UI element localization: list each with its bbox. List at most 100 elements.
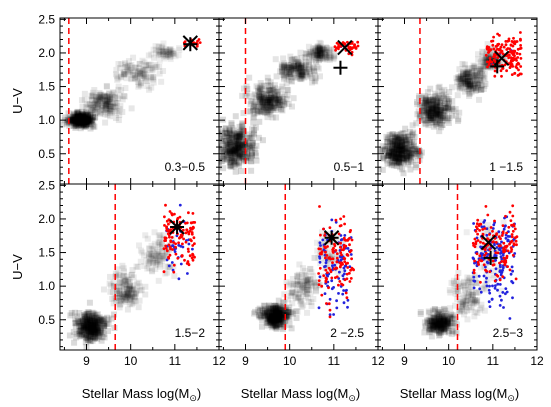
density-cell [269,100,276,107]
density-cell [331,253,338,260]
density-cell [272,305,279,312]
density-cell [437,319,444,326]
density-cell [315,279,322,286]
red-point [348,280,352,283]
density-cell [430,115,437,122]
density-cell [267,87,274,94]
density-cell [251,114,258,121]
density-cell [80,322,87,329]
red-point [319,251,323,255]
density-cell [436,322,443,329]
density-cell [90,114,97,121]
density-cell [270,320,277,327]
density-cell [444,95,451,102]
density-cell [219,163,222,170]
density-cell [147,65,154,72]
density-cell [156,244,163,251]
density-cell [422,324,429,331]
density-cell [86,327,93,334]
density-cell [267,313,274,320]
red-point [349,277,353,280]
density-cell [462,80,469,87]
density-cell [271,311,278,318]
blue-point [484,280,488,284]
density-cell [100,322,107,329]
density-cell [76,119,83,126]
density-cell [223,156,230,163]
density-cell [69,117,76,124]
density-cell [279,98,286,105]
density-cell [83,315,90,322]
density-cell [440,322,447,329]
density-cell [280,64,287,71]
density-cell [282,68,289,75]
density-cell [467,77,474,84]
blue-point [191,247,194,251]
density-cell [98,316,105,323]
density-cell [331,256,338,263]
density-cell [427,322,434,329]
density-cell [295,68,302,75]
density-cell [237,141,244,148]
blue-point [491,284,494,288]
density-cell [229,155,236,162]
density-cell [438,107,445,114]
density-cell [100,316,107,323]
density-cell [75,119,82,126]
density-cell [126,286,133,293]
density-cell [97,108,104,115]
density-cell [131,64,138,71]
density-cell [466,90,473,97]
density-cell [431,314,438,321]
red-point [352,268,355,272]
y-tick-label: 1.0 [38,279,55,293]
density-cell [266,102,273,109]
density-cell [430,98,437,105]
density-cell [435,322,442,329]
density-cell [272,324,279,331]
density-cell [312,57,319,64]
blue-point [482,274,486,278]
density-cell [264,101,271,108]
density-cell [291,293,298,300]
density-cell [458,78,465,85]
density-cell [429,105,436,112]
density-cell [420,107,427,114]
density-cell [229,146,236,153]
density-cell [100,324,107,331]
density-cell [284,64,291,71]
density-cell [84,101,91,108]
density-cell [304,282,311,289]
density-cell [300,284,307,291]
density-cell [460,295,467,302]
density-cell [439,114,446,121]
density-cell [144,83,151,90]
density-cell [473,298,480,305]
density-cell [452,290,459,297]
density-cell [82,317,89,324]
density-cell [313,239,320,246]
red-point [515,243,518,247]
density-cell [259,96,266,103]
density-cell [122,295,129,302]
density-cell [230,148,237,155]
density-cell [89,322,96,329]
density-cell [440,315,447,322]
density-cell [444,319,451,326]
density-cell [86,319,93,326]
density-cell [268,90,275,97]
density-cell [264,107,271,114]
redshift-bin-label: 0.3−0.5 [165,160,206,174]
density-cell [76,119,83,126]
density-cell [112,105,119,112]
density-cell [84,321,91,328]
density-cell [82,119,89,126]
density-cell [275,309,282,316]
density-cell [74,114,81,121]
density-cell [437,320,444,327]
density-cell [86,110,93,117]
density-cell [435,315,442,322]
density-cell [77,323,84,330]
density-cell [311,55,318,62]
density-cell [89,315,96,322]
